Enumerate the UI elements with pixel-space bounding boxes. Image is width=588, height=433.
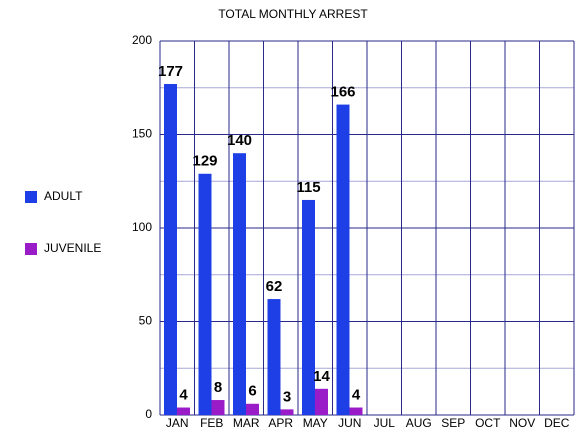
bar [246, 403, 259, 415]
bar [198, 173, 212, 415]
y-tick-label: 100 [132, 220, 152, 234]
data-label: 140 [227, 132, 252, 149]
data-label: 166 [330, 84, 355, 101]
bar [315, 388, 328, 415]
bar [267, 299, 281, 415]
bar [336, 104, 350, 415]
x-tick-label: MAY [303, 416, 328, 430]
y-tick-label: 150 [132, 127, 152, 141]
x-tick-label: JUL [374, 416, 396, 430]
data-label: 115 [296, 179, 320, 196]
y-tick-label: 0 [145, 407, 152, 421]
data-label: 129 [192, 153, 217, 170]
y-tick-label: 200 [132, 33, 152, 47]
data-label: 6 [248, 383, 256, 400]
x-tick-label: NOV [509, 416, 535, 430]
legend-label: JUVENILE [44, 241, 101, 255]
x-tick-label: JAN [166, 416, 189, 430]
x-tick-label: OCT [475, 416, 501, 430]
x-tick-label: FEB [200, 416, 223, 430]
data-label: 4 [179, 386, 188, 403]
x-tick-label: DEC [544, 416, 570, 430]
bar [233, 153, 246, 415]
data-label: 177 [158, 63, 183, 80]
data-label: 4 [352, 386, 361, 403]
bar [177, 407, 190, 415]
data-label: 3 [283, 388, 291, 405]
y-tick-label: 50 [139, 314, 153, 328]
data-label: 8 [214, 379, 222, 396]
bar [349, 407, 363, 415]
bar [211, 400, 225, 415]
bar [302, 199, 315, 415]
x-tick-label: APR [268, 416, 293, 430]
data-label: 62 [266, 278, 283, 295]
x-tick-label: MAR [233, 416, 260, 430]
data-label: 14 [313, 368, 330, 385]
x-tick-label: AUG [406, 416, 432, 430]
legend-label: ADULT [44, 189, 83, 203]
chart-title: TOTAL MONTHLY ARREST [218, 7, 368, 21]
bar [164, 84, 177, 415]
legend-swatch [25, 243, 37, 255]
x-tick-label: JUN [338, 416, 361, 430]
legend-swatch [25, 191, 37, 203]
x-tick-label: SEP [441, 416, 465, 430]
bar [280, 409, 294, 415]
